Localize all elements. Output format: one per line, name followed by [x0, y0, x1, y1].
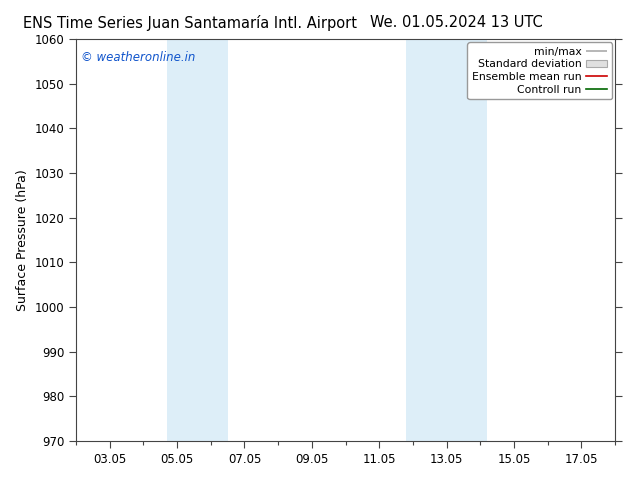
- Text: ENS Time Series Juan Santamaría Intl. Airport: ENS Time Series Juan Santamaría Intl. Ai…: [23, 15, 357, 31]
- Text: © weatheronline.in: © weatheronline.in: [81, 51, 196, 64]
- Y-axis label: Surface Pressure (hPa): Surface Pressure (hPa): [16, 169, 29, 311]
- Text: We. 01.05.2024 13 UTC: We. 01.05.2024 13 UTC: [370, 15, 543, 30]
- Bar: [167, 39, 228, 441]
- Bar: [406, 39, 487, 441]
- Legend: min/max, Standard deviation, Ensemble mean run, Controll run: min/max, Standard deviation, Ensemble me…: [467, 43, 612, 99]
